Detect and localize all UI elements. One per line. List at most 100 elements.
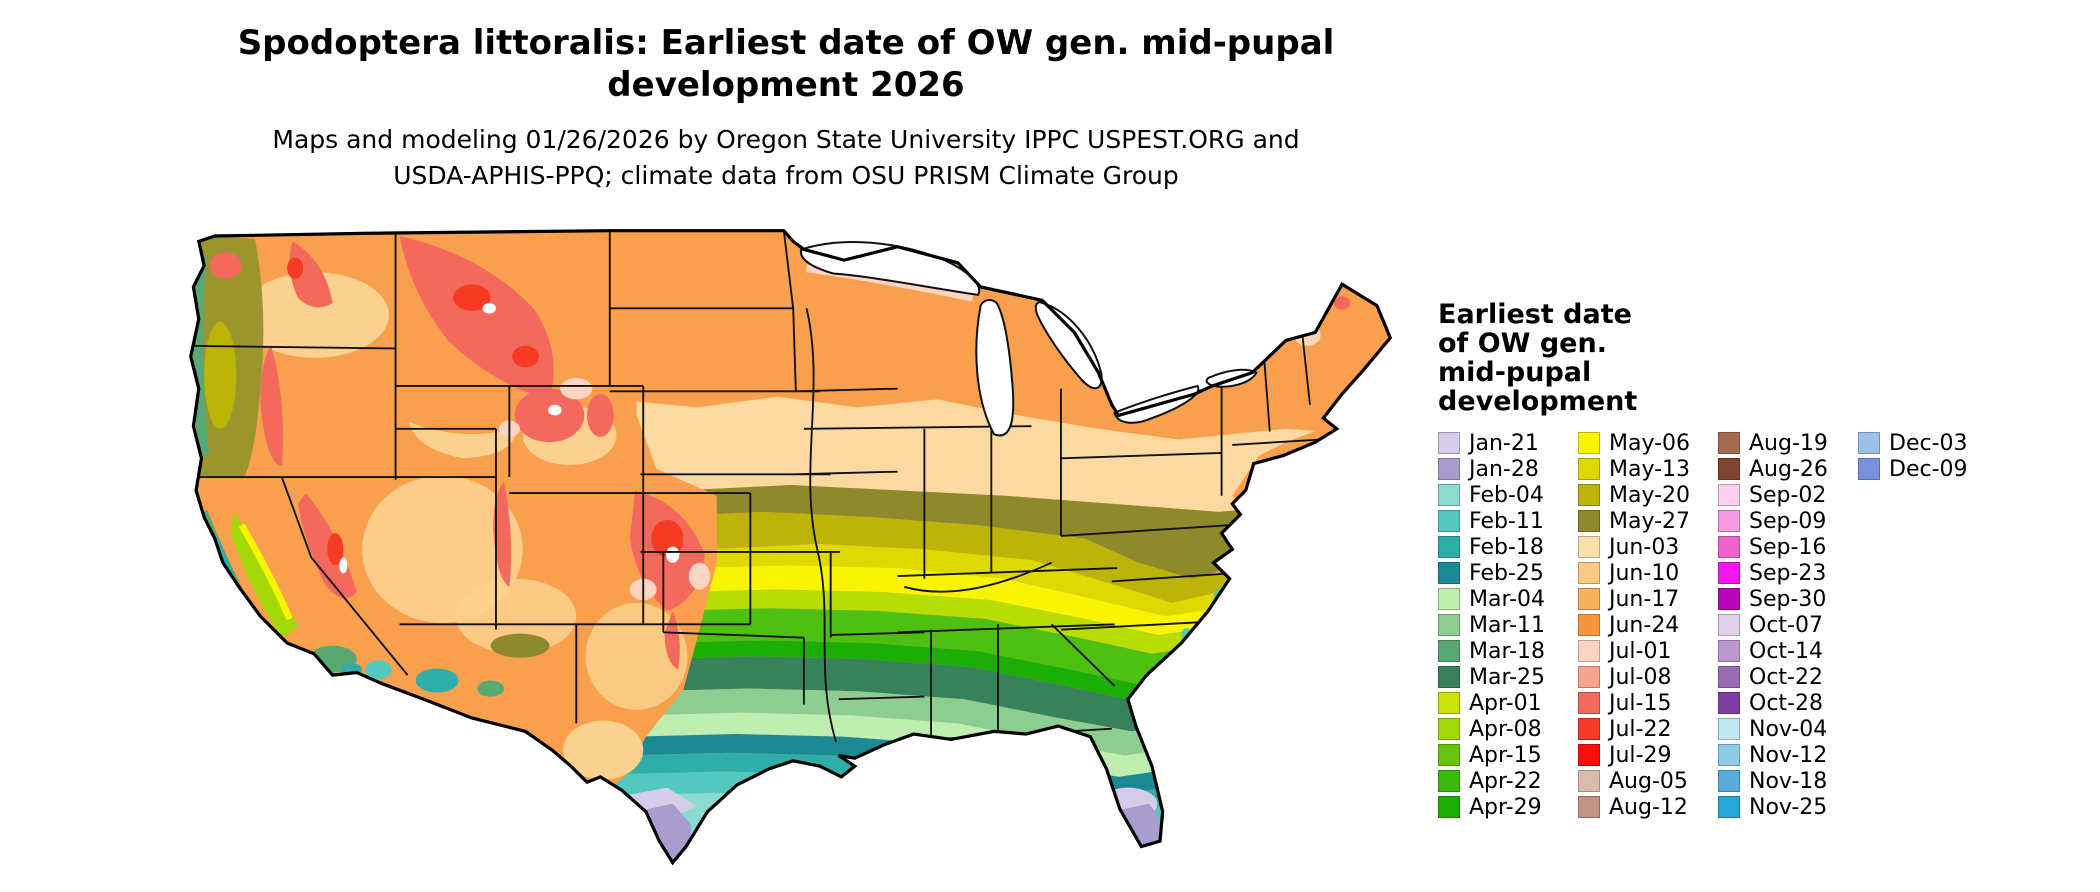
legend-swatch bbox=[1718, 562, 1740, 584]
legend-title-line: mid-pupal bbox=[1438, 357, 1592, 388]
legend-column: Dec-03 Dec-09 bbox=[1858, 430, 1998, 820]
legend-swatch bbox=[1578, 458, 1600, 480]
legend-entry: Mar-11 bbox=[1438, 612, 1578, 638]
legend-label: Oct-22 bbox=[1749, 664, 1823, 690]
legend-label: Mar-04 bbox=[1469, 586, 1546, 612]
figure-subtitle: Maps and modeling 01/26/2026 by Oregon S… bbox=[0, 122, 1572, 194]
legend-entry: May-20 bbox=[1578, 482, 1718, 508]
legend-label: Oct-14 bbox=[1749, 638, 1823, 664]
figure-subtitle-line-2: USDA-APHIS-PPQ; climate data from OSU PR… bbox=[393, 161, 1179, 190]
legend-swatch bbox=[1578, 796, 1600, 818]
legend-entry: Apr-22 bbox=[1438, 768, 1578, 794]
legend-label: Nov-04 bbox=[1749, 716, 1828, 742]
legend-label: Aug-26 bbox=[1749, 456, 1828, 482]
legend-swatch bbox=[1578, 666, 1600, 688]
legend-entry: Jul-08 bbox=[1578, 664, 1718, 690]
legend-label: Feb-25 bbox=[1469, 560, 1544, 586]
legend-column: Jan-21 Jan-28 Feb-04 Feb-11 Feb-18 Feb-25 Mar-… bbox=[1438, 430, 1578, 820]
legend-swatch bbox=[1578, 692, 1600, 714]
legend-entry: Jul-29 bbox=[1578, 742, 1718, 768]
legend-label: Jan-21 bbox=[1469, 430, 1539, 456]
legend-swatch bbox=[1578, 484, 1600, 506]
legend-entry: Jul-15 bbox=[1578, 690, 1718, 716]
legend-swatch bbox=[1718, 796, 1740, 818]
legend-entry: Nov-12 bbox=[1718, 742, 1858, 768]
legend-swatch bbox=[1578, 614, 1600, 636]
legend-title-line: of OW gen. bbox=[1438, 328, 1607, 359]
legend-swatch bbox=[1858, 432, 1880, 454]
legend-entry: May-13 bbox=[1578, 456, 1718, 482]
legend-entry: Dec-03 bbox=[1858, 430, 1998, 456]
legend-swatch bbox=[1718, 536, 1740, 558]
lake-huron bbox=[1034, 301, 1103, 390]
legend-swatch bbox=[1438, 744, 1460, 766]
legend-entry: May-27 bbox=[1578, 508, 1718, 534]
legend-entry: Sep-30 bbox=[1718, 586, 1858, 612]
legend-entry: Feb-18 bbox=[1438, 534, 1578, 560]
legend-label: Jun-24 bbox=[1609, 612, 1680, 638]
legend-entry: Aug-05 bbox=[1578, 768, 1718, 794]
legend-entry: Feb-25 bbox=[1438, 560, 1578, 586]
figure-header: Spodoptera littoralis: Earliest date of … bbox=[0, 22, 1572, 194]
legend-swatch bbox=[1438, 588, 1460, 610]
us-map bbox=[189, 229, 1393, 866]
legend-entry: Jul-01 bbox=[1578, 638, 1718, 664]
legend-entry: Aug-26 bbox=[1718, 456, 1858, 482]
legend-swatch bbox=[1718, 640, 1740, 662]
legend-label: Jul-22 bbox=[1609, 716, 1672, 742]
legend-label: Sep-30 bbox=[1749, 586, 1827, 612]
legend-swatch bbox=[1578, 770, 1600, 792]
legend-column: May-06 May-13 May-20 May-27 Jun-03 Jun-10 Jun-… bbox=[1578, 430, 1718, 820]
legend-label: Jun-10 bbox=[1609, 560, 1680, 586]
legend-entry: Sep-16 bbox=[1718, 534, 1858, 560]
legend-label: Apr-08 bbox=[1469, 716, 1542, 742]
legend-swatch bbox=[1578, 510, 1600, 532]
legend-swatch bbox=[1438, 718, 1460, 740]
legend-entry: Oct-22 bbox=[1718, 664, 1858, 690]
legend-swatch bbox=[1718, 588, 1740, 610]
legend-label: May-27 bbox=[1609, 508, 1691, 534]
legend-title: Earliest date of OW gen. mid-pupal devel… bbox=[1438, 300, 2078, 416]
legend-label: Oct-28 bbox=[1749, 690, 1823, 716]
legend-label: Jul-08 bbox=[1609, 664, 1672, 690]
legend-label: Sep-09 bbox=[1749, 508, 1827, 534]
legend-label: Feb-18 bbox=[1469, 534, 1544, 560]
legend-label: Nov-12 bbox=[1749, 742, 1828, 768]
lake-michigan bbox=[975, 299, 1015, 437]
legend-label: Mar-18 bbox=[1469, 638, 1546, 664]
legend-entry: Sep-09 bbox=[1718, 508, 1858, 534]
legend-label: Nov-25 bbox=[1749, 794, 1828, 820]
legend-label: Sep-23 bbox=[1749, 560, 1827, 586]
legend-swatch bbox=[1718, 432, 1740, 454]
legend-entry: Dec-09 bbox=[1858, 456, 1998, 482]
legend-label: Jun-03 bbox=[1609, 534, 1680, 560]
legend-entry: Feb-11 bbox=[1438, 508, 1578, 534]
legend-swatch bbox=[1438, 796, 1460, 818]
legend-column: Aug-19 Aug-26 Sep-02 Sep-09 Sep-16 Sep-23 Sep-… bbox=[1718, 430, 1858, 820]
state-borders bbox=[190, 230, 1321, 743]
legend-entry: May-06 bbox=[1578, 430, 1718, 456]
legend-entry: Nov-25 bbox=[1718, 794, 1858, 820]
legend-label: Jun-17 bbox=[1609, 586, 1680, 612]
legend-swatch bbox=[1718, 744, 1740, 766]
legend-entry: Oct-07 bbox=[1718, 612, 1858, 638]
legend-swatch bbox=[1578, 562, 1600, 584]
legend-label: Apr-15 bbox=[1469, 742, 1542, 768]
legend-swatch bbox=[1718, 510, 1740, 532]
legend-swatch bbox=[1438, 432, 1460, 454]
legend-swatch bbox=[1438, 640, 1460, 662]
legend-entry: Mar-25 bbox=[1438, 664, 1578, 690]
legend-label: Dec-03 bbox=[1889, 430, 1968, 456]
legend-entry: Apr-01 bbox=[1438, 690, 1578, 716]
legend-entry: Oct-14 bbox=[1718, 638, 1858, 664]
legend-entry: Nov-18 bbox=[1718, 768, 1858, 794]
figure-title-line-2: development 2026 bbox=[607, 65, 965, 105]
legend-label: Nov-18 bbox=[1749, 768, 1828, 794]
legend-swatch bbox=[1438, 614, 1460, 636]
legend-entry: Jun-17 bbox=[1578, 586, 1718, 612]
legend-entry: Apr-15 bbox=[1438, 742, 1578, 768]
legend-title-line: development bbox=[1438, 386, 1638, 417]
legend-entry: Jan-28 bbox=[1438, 456, 1578, 482]
legend-label: Apr-22 bbox=[1469, 768, 1542, 794]
